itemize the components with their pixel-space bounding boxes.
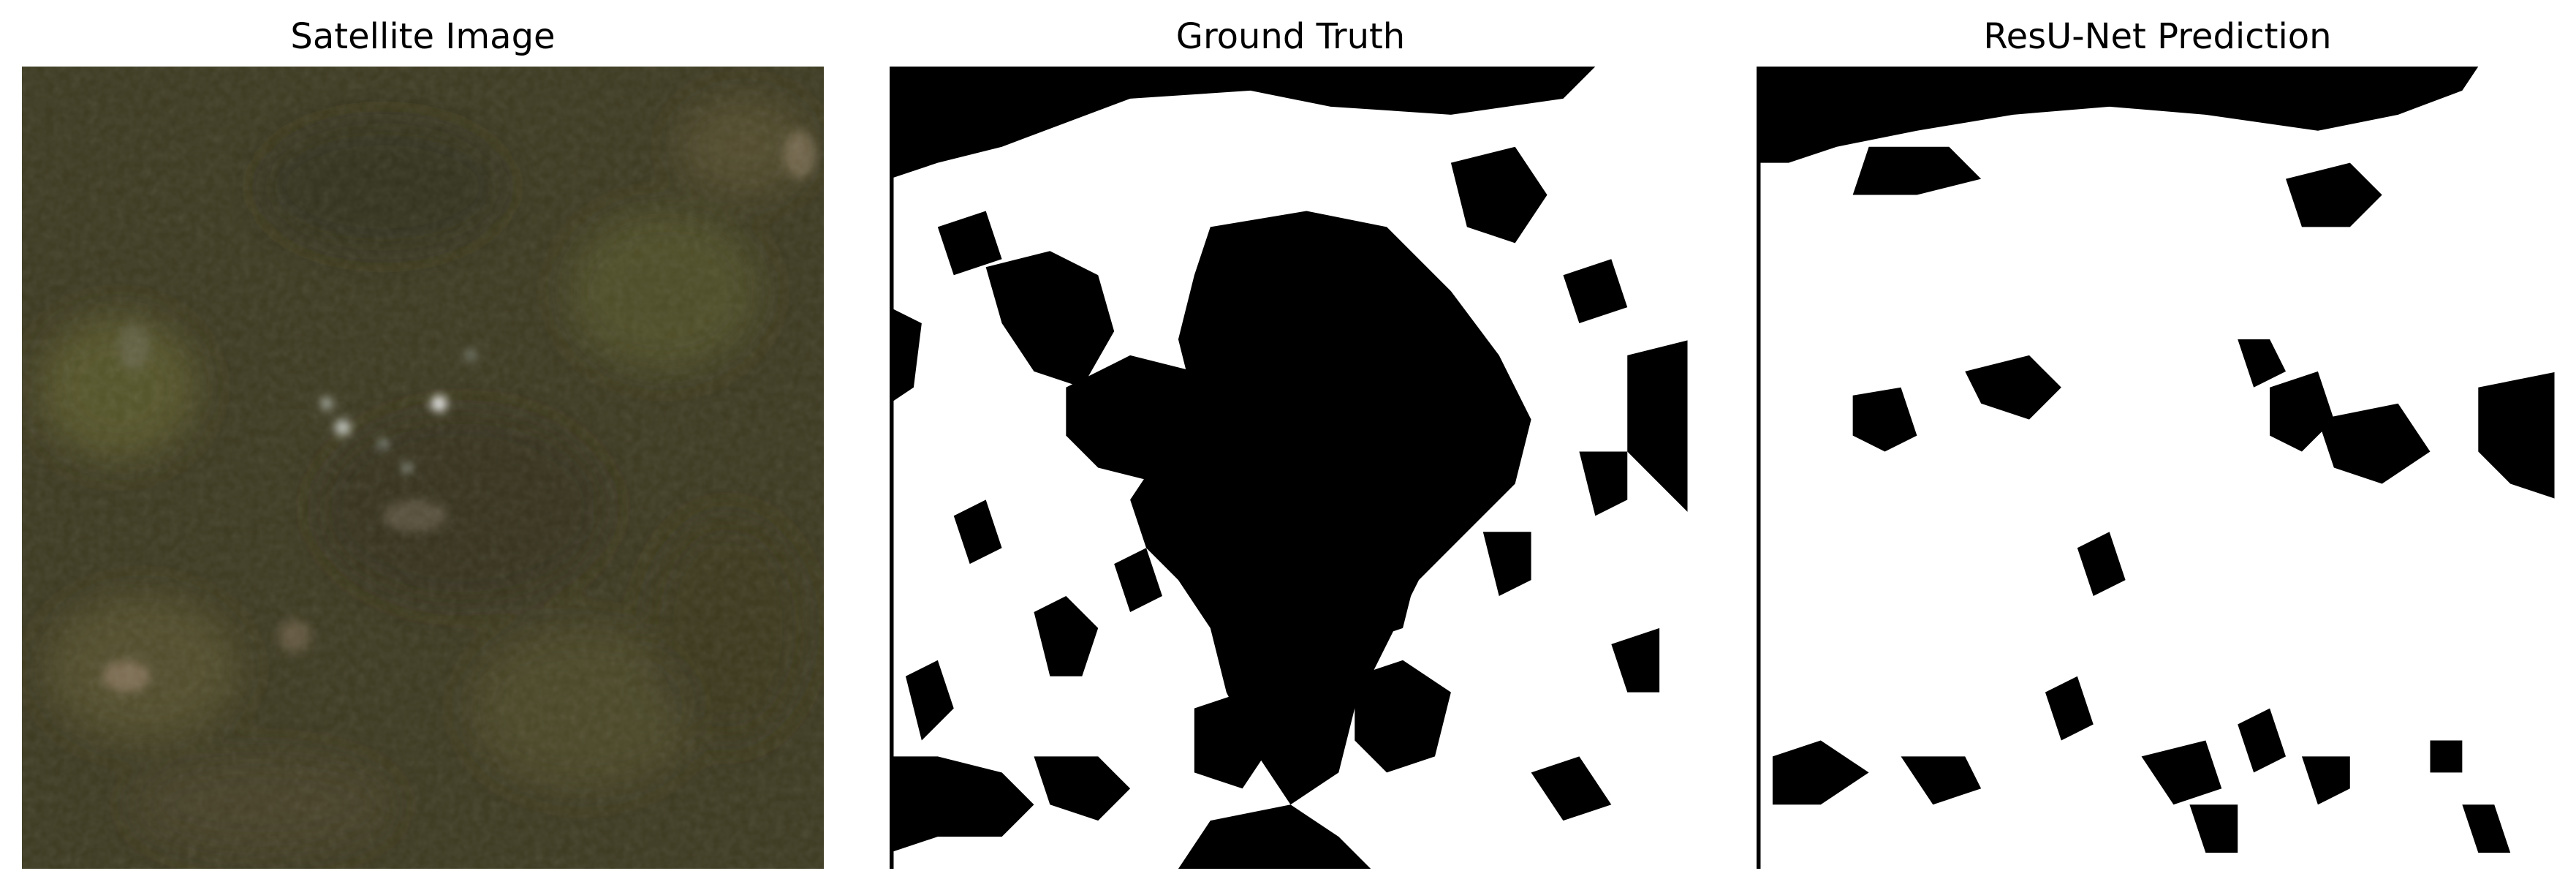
satellite-image-title: Satellite Image <box>290 16 556 57</box>
prediction-title: ResU-Net Prediction <box>1983 16 2332 57</box>
prediction-mask-picture <box>1757 67 2558 869</box>
satellite-image <box>22 67 824 869</box>
ground-truth-title: Ground Truth <box>1175 16 1406 57</box>
prediction-mask <box>1757 67 2558 869</box>
ground-truth-mask <box>890 67 1692 869</box>
satellite-image-picture <box>22 67 824 869</box>
ground-truth-mask-picture <box>890 67 1692 869</box>
